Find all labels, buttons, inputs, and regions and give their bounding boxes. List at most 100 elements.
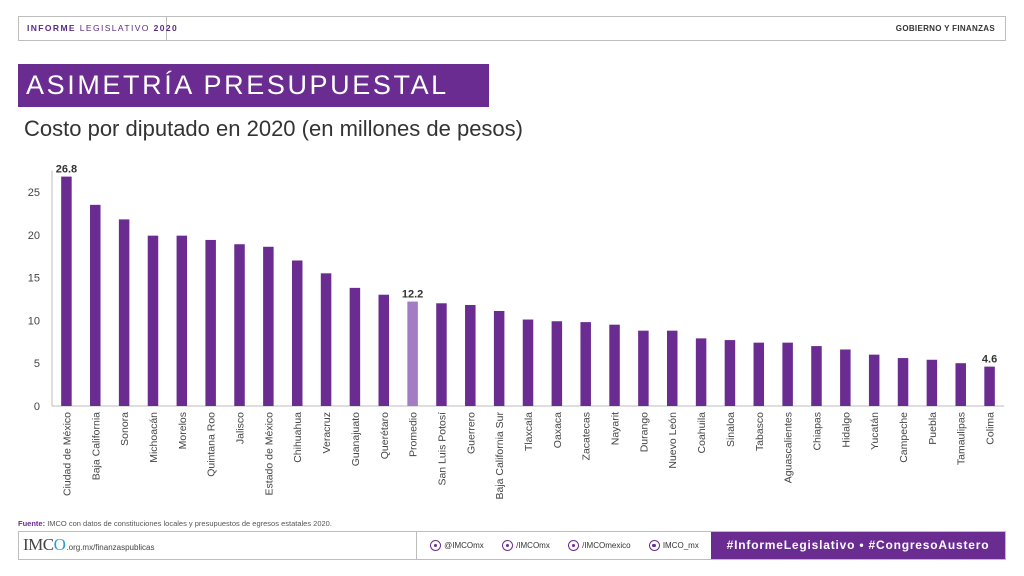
- category-label: Baja California Sur: [494, 412, 506, 500]
- bar: [291, 260, 303, 406]
- bar: [695, 338, 707, 406]
- social-instagram-label: IMCO_mx: [662, 541, 699, 550]
- category-label: Guerrero: [465, 412, 477, 454]
- category-label: Sinaloa: [725, 412, 737, 447]
- bar: [61, 176, 72, 406]
- bar: [522, 319, 534, 406]
- bar: [782, 342, 793, 406]
- section-label: GOBIERNO Y FINANZAS: [895, 24, 995, 33]
- bar: [609, 324, 620, 406]
- bar: [926, 359, 938, 406]
- category-label: Campeche: [898, 412, 910, 463]
- category-label: Guanajuato: [350, 412, 362, 466]
- y-tick-label: 10: [28, 315, 40, 327]
- report-label-bold: INFORME: [27, 23, 76, 33]
- chart-subtitle: Costo por diputado en 2020 (en millones …: [24, 116, 523, 141]
- social-facebook[interactable]: /IMCOmx: [502, 540, 550, 551]
- report-label: INFORME LEGISLATIVO 2020: [19, 17, 177, 40]
- bar: [955, 363, 966, 406]
- imco-logo[interactable]: IMCO .org.mx/finanzaspublicas: [23, 535, 154, 557]
- bar: [724, 340, 736, 406]
- bar: [580, 322, 591, 406]
- y-tick-label: 20: [28, 230, 40, 242]
- category-label: Chihuahua: [292, 412, 304, 463]
- category-label: Veracruz: [321, 412, 333, 453]
- category-label: Promedio: [408, 412, 420, 457]
- category-label: Oaxaca: [552, 412, 564, 448]
- bar: [407, 301, 418, 406]
- y-tick-label: 15: [28, 273, 40, 285]
- bar: [638, 330, 649, 406]
- source-text: IMCO con datos de constituciones locales…: [47, 519, 332, 528]
- category-label: San Luis Potosí: [436, 412, 448, 486]
- social-instagram[interactable]: IMCO_mx: [648, 540, 699, 551]
- footer-bar: IMCO .org.mx/finanzaspublicas @IMCOmx /I…: [18, 531, 1006, 560]
- facebook-icon: [502, 540, 514, 551]
- bar: [147, 235, 159, 406]
- hashtags-banner: #InformeLegislativo • #CongresoAustero: [711, 532, 1005, 559]
- bar: [897, 358, 909, 406]
- category-label: Hidalgo: [840, 412, 852, 448]
- category-label: Estado de México: [263, 412, 275, 496]
- bar: [666, 330, 678, 406]
- category-label: Aguascalientes: [783, 412, 795, 483]
- bar: [493, 310, 505, 406]
- category-label: Zacatecas: [581, 412, 593, 460]
- category-label: Baja California: [90, 412, 102, 480]
- bar: [378, 294, 390, 406]
- source-note: Fuente: IMCO con datos de constituciones…: [18, 519, 332, 528]
- social-links: @IMCOmx /IMCOmx /IMCOmexico IMCO_mx: [416, 532, 713, 559]
- category-label: Coahuila: [696, 412, 708, 454]
- data-label: 4.6: [982, 354, 997, 366]
- social-twitter[interactable]: @IMCOmx: [430, 540, 484, 551]
- category-label: Tabasco: [754, 412, 766, 451]
- bar: [811, 346, 822, 406]
- category-label: Ciudad de México: [61, 412, 73, 496]
- report-label-year: 2020: [153, 23, 179, 33]
- social-youtube-label: /IMCOmexico: [582, 541, 631, 550]
- bar: [840, 349, 851, 406]
- bar: [320, 273, 332, 406]
- category-label: Querétaro: [379, 412, 391, 459]
- bar: [753, 342, 765, 406]
- category-label: Chiapas: [811, 412, 823, 451]
- data-label: 26.8: [56, 164, 77, 176]
- category-label: Morelos: [177, 412, 189, 449]
- bar: [90, 204, 101, 406]
- twitter-icon: [430, 540, 442, 551]
- category-label: Michoacán: [148, 412, 160, 463]
- y-tick-label: 0: [34, 401, 40, 413]
- bar-chart: 0 5 10 15 20 25 Ciudad de México Baja Californi…: [28, 164, 1004, 500]
- category-label: Nayarit: [610, 412, 622, 445]
- data-label: 12.2: [402, 289, 423, 301]
- category-label: Nuevo León: [667, 412, 679, 469]
- bar: [868, 354, 880, 406]
- source-label: Fuente:: [18, 519, 46, 528]
- category-label: Jalisco: [235, 412, 247, 444]
- bar: [551, 321, 563, 406]
- category-label: Tlaxcala: [523, 412, 535, 451]
- social-facebook-label: /IMCOmx: [516, 541, 550, 550]
- category-label: Puebla: [927, 412, 939, 445]
- category-label: Yucatán: [869, 412, 881, 450]
- youtube-icon: [568, 540, 580, 551]
- y-tick-label: 25: [28, 187, 40, 199]
- category-label: Sonora: [119, 412, 131, 446]
- bar: [465, 304, 476, 406]
- page-title: ASIMETRÍA PRESUPUESTAL: [18, 64, 489, 107]
- bar: [234, 244, 245, 406]
- report-label-rest: LEGISLATIVO: [79, 23, 150, 33]
- logo-url: .org.mx/finanzaspublicas: [66, 543, 155, 552]
- category-label: Colima: [985, 412, 997, 445]
- category-label: Durango: [638, 412, 650, 452]
- logo-mark: IMCO: [23, 535, 66, 554]
- instagram-icon: [648, 540, 660, 551]
- social-youtube[interactable]: /IMCOmexico: [568, 540, 631, 551]
- bar: [984, 366, 995, 406]
- category-label: Quintana Roo: [206, 412, 218, 477]
- bar: [118, 219, 130, 406]
- bar: [436, 303, 447, 406]
- bar: [263, 246, 274, 406]
- category-label: Tamaulipas: [956, 412, 968, 465]
- top-header-bar: INFORME LEGISLATIVO 2020 GOBIERNO Y FINA…: [18, 16, 1006, 41]
